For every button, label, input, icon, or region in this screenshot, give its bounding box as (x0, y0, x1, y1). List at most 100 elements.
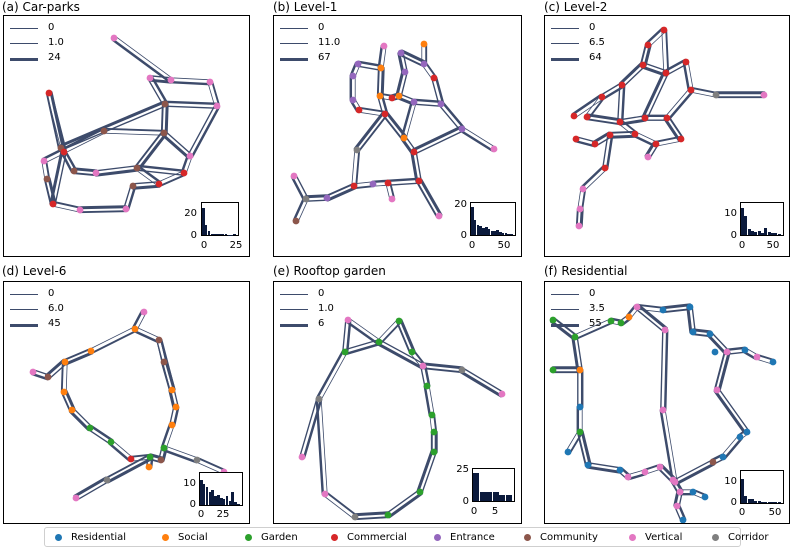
histogram-bar (210, 233, 214, 235)
panel-f-histogram (740, 470, 784, 504)
histogram-bar (208, 491, 212, 505)
network-edge (72, 167, 98, 173)
network-edge (673, 459, 713, 481)
network-edge (667, 115, 684, 139)
network-edge (190, 105, 221, 159)
network-edge (60, 360, 64, 393)
network-edge (211, 80, 221, 107)
network-edge (399, 318, 416, 353)
histogram-bar (479, 492, 486, 501)
weight-max: 6 (318, 318, 325, 329)
network-edge (462, 126, 496, 148)
network-node (579, 185, 587, 193)
network-edge (664, 88, 690, 117)
network-edge (180, 154, 190, 174)
network-edge (459, 129, 495, 153)
hist-ytick-top: 10 (183, 478, 196, 489)
network-edge (412, 98, 443, 104)
network-edge (387, 182, 420, 186)
histogram-bar (747, 498, 751, 503)
network-edge (718, 388, 750, 432)
network-edge (108, 442, 131, 462)
legend-entrance: Entrance (434, 532, 495, 543)
legend-corridor: Corridor (712, 532, 769, 543)
network-edge (682, 61, 691, 92)
network-edge (674, 462, 716, 486)
panel-f-title: (f) Residential (544, 264, 628, 278)
network-node (490, 145, 498, 153)
network-node (435, 212, 443, 220)
network-edge (713, 350, 726, 391)
network-node (663, 114, 671, 122)
network-node (172, 403, 180, 411)
network-node (292, 217, 300, 225)
network-node (68, 406, 76, 414)
network-edge (405, 102, 417, 139)
network-edge (160, 102, 164, 134)
network-node (583, 113, 591, 121)
network-edge (691, 333, 711, 338)
network-node (401, 68, 409, 76)
network-edge (65, 150, 77, 171)
panel-e-title: (e) Rooftop garden (273, 264, 386, 278)
network-edge (61, 391, 71, 412)
network-node (652, 140, 660, 148)
panel-e: 0 1.0 6 25 0 0 5 (273, 281, 522, 524)
network-node (676, 488, 684, 496)
network-node (458, 125, 466, 133)
network-edge (574, 98, 604, 119)
network-edge (45, 159, 51, 180)
network-edge (169, 405, 175, 426)
network-node (375, 338, 383, 346)
network-edge (602, 133, 609, 169)
hist-xtick-right: 50 (768, 507, 782, 518)
network-node (625, 313, 633, 321)
histogram-bar (217, 494, 220, 505)
histogram-bar (747, 229, 751, 235)
panel-d-title: (d) Level-6 (2, 264, 67, 278)
network-edge (132, 329, 160, 344)
hist-ytick-top: 20 (184, 208, 197, 219)
panel-c-title: (c) Level-2 (544, 0, 608, 14)
network-edge (690, 91, 716, 98)
histogram-bar (202, 484, 206, 505)
network-edge (710, 331, 730, 352)
network-edge (659, 409, 675, 484)
hist-ytick-bottom: 0 (730, 230, 737, 241)
network-edge (431, 77, 440, 106)
legend-label: Social (178, 532, 208, 543)
network-edge (634, 308, 665, 333)
network-edge (706, 334, 727, 356)
network-node (384, 179, 392, 187)
network-node (355, 106, 363, 114)
network-node (633, 303, 641, 311)
network-edge (126, 185, 137, 211)
network-edge (691, 328, 712, 334)
network-node (49, 200, 57, 208)
hist-xtick-right: 50 (497, 240, 511, 251)
network-edge (353, 185, 375, 190)
histogram-bar (744, 215, 748, 235)
histogram-bar (741, 479, 745, 503)
network-node (146, 74, 154, 82)
histogram-bar (211, 490, 214, 505)
network-edge (441, 101, 465, 129)
network-edge (429, 414, 433, 433)
network-edge (382, 45, 387, 69)
network-edge (292, 196, 306, 222)
histogram-bar (492, 492, 499, 501)
network-node (87, 347, 95, 355)
network-edge (377, 319, 398, 341)
weight-mid: 1.0 (318, 303, 334, 314)
network-edge (584, 169, 607, 191)
network-edge (416, 449, 434, 493)
network-edge (379, 321, 402, 345)
network-node (430, 448, 438, 456)
network-edge (54, 151, 67, 206)
network-edge (325, 183, 355, 197)
network-edge (661, 303, 692, 310)
network-edge (459, 370, 503, 398)
network-node (656, 463, 664, 471)
network-node (711, 348, 719, 356)
network-edge (320, 398, 328, 495)
